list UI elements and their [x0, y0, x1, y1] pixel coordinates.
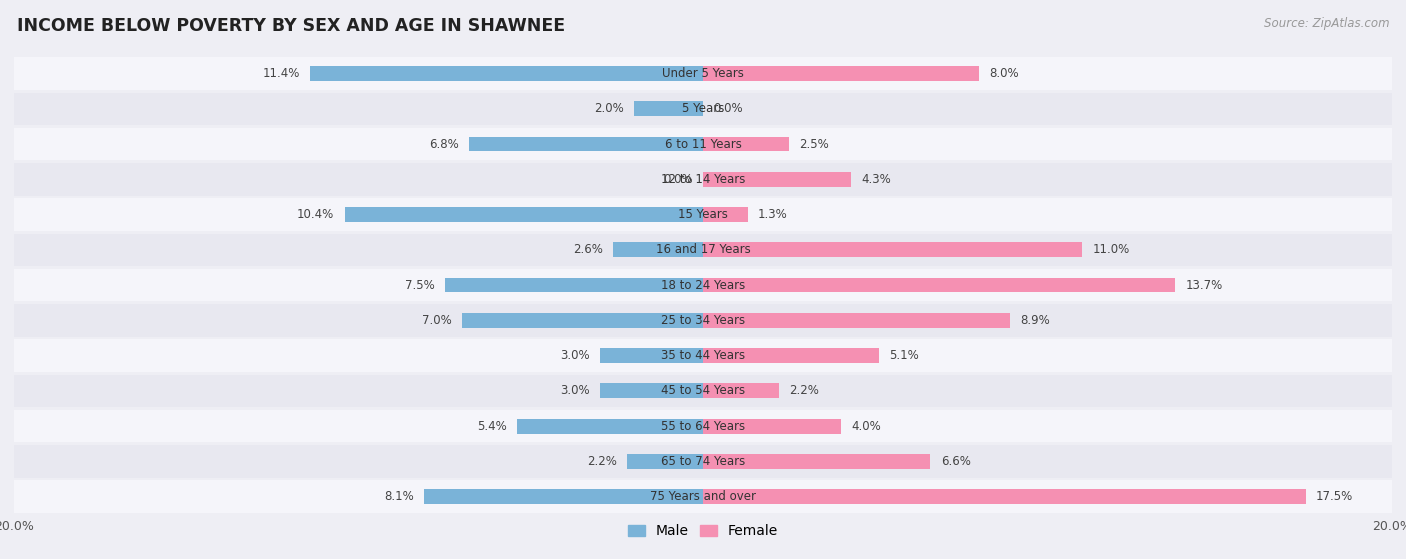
- Text: 0.0%: 0.0%: [713, 102, 742, 115]
- Text: 6.8%: 6.8%: [429, 138, 458, 150]
- Text: 8.9%: 8.9%: [1019, 314, 1050, 327]
- Text: 7.5%: 7.5%: [405, 278, 434, 292]
- Text: Under 5 Years: Under 5 Years: [662, 67, 744, 80]
- Bar: [627, 454, 703, 469]
- Bar: [14, 480, 1392, 513]
- Text: 16 and 17 Years: 16 and 17 Years: [655, 243, 751, 257]
- Text: 7.0%: 7.0%: [422, 314, 451, 327]
- Text: 5.1%: 5.1%: [889, 349, 918, 362]
- Text: 2.5%: 2.5%: [800, 138, 830, 150]
- Text: 2.6%: 2.6%: [574, 243, 603, 257]
- Text: 45 to 54 Years: 45 to 54 Years: [661, 385, 745, 397]
- Bar: [14, 304, 1392, 337]
- Bar: [14, 93, 1392, 125]
- Bar: [517, 419, 703, 434]
- Text: INCOME BELOW POVERTY BY SEX AND AGE IN SHAWNEE: INCOME BELOW POVERTY BY SEX AND AGE IN S…: [17, 17, 565, 35]
- Bar: [634, 101, 703, 116]
- Text: 2.0%: 2.0%: [593, 102, 624, 115]
- Bar: [599, 348, 703, 363]
- Text: 1.3%: 1.3%: [758, 208, 787, 221]
- Text: 11.0%: 11.0%: [1092, 243, 1129, 257]
- Text: 13.7%: 13.7%: [1185, 278, 1222, 292]
- Bar: [14, 128, 1392, 160]
- Bar: [14, 375, 1392, 407]
- Bar: [14, 445, 1392, 477]
- Text: 4.3%: 4.3%: [862, 173, 891, 186]
- Text: 5 Years: 5 Years: [682, 102, 724, 115]
- Bar: [444, 278, 703, 292]
- Bar: [14, 269, 1392, 301]
- Bar: [703, 136, 789, 151]
- Bar: [14, 410, 1392, 442]
- Bar: [425, 489, 703, 504]
- Text: 65 to 74 Years: 65 to 74 Years: [661, 455, 745, 468]
- Bar: [461, 313, 703, 328]
- Bar: [703, 419, 841, 434]
- Text: 8.1%: 8.1%: [384, 490, 413, 503]
- Text: 0.0%: 0.0%: [664, 173, 693, 186]
- Text: 25 to 34 Years: 25 to 34 Years: [661, 314, 745, 327]
- Bar: [613, 243, 703, 257]
- Text: 8.0%: 8.0%: [988, 67, 1018, 80]
- Bar: [703, 383, 779, 398]
- Bar: [703, 172, 851, 187]
- Text: 5.4%: 5.4%: [477, 420, 506, 433]
- Text: 11.4%: 11.4%: [263, 67, 299, 80]
- Text: 55 to 64 Years: 55 to 64 Years: [661, 420, 745, 433]
- Bar: [14, 163, 1392, 196]
- Bar: [703, 66, 979, 81]
- Bar: [311, 66, 703, 81]
- Text: 18 to 24 Years: 18 to 24 Years: [661, 278, 745, 292]
- Text: 75 Years and over: 75 Years and over: [650, 490, 756, 503]
- Text: 6 to 11 Years: 6 to 11 Years: [665, 138, 741, 150]
- Bar: [703, 243, 1083, 257]
- Text: 12 to 14 Years: 12 to 14 Years: [661, 173, 745, 186]
- Bar: [703, 454, 931, 469]
- Bar: [14, 339, 1392, 372]
- Text: 6.6%: 6.6%: [941, 455, 970, 468]
- Text: Source: ZipAtlas.com: Source: ZipAtlas.com: [1264, 17, 1389, 30]
- Bar: [703, 348, 879, 363]
- Bar: [468, 136, 703, 151]
- Text: 3.0%: 3.0%: [560, 385, 589, 397]
- Legend: Male, Female: Male, Female: [623, 519, 783, 544]
- Bar: [14, 234, 1392, 266]
- Text: 2.2%: 2.2%: [588, 455, 617, 468]
- Text: 10.4%: 10.4%: [297, 208, 335, 221]
- Bar: [14, 198, 1392, 231]
- Bar: [703, 489, 1306, 504]
- Bar: [703, 278, 1175, 292]
- Text: 2.2%: 2.2%: [789, 385, 818, 397]
- Bar: [703, 207, 748, 222]
- Bar: [599, 383, 703, 398]
- Text: 15 Years: 15 Years: [678, 208, 728, 221]
- Bar: [344, 207, 703, 222]
- Text: 4.0%: 4.0%: [851, 420, 882, 433]
- Text: 17.5%: 17.5%: [1316, 490, 1354, 503]
- Text: 3.0%: 3.0%: [560, 349, 589, 362]
- Bar: [14, 58, 1392, 90]
- Text: 35 to 44 Years: 35 to 44 Years: [661, 349, 745, 362]
- Bar: [703, 313, 1010, 328]
